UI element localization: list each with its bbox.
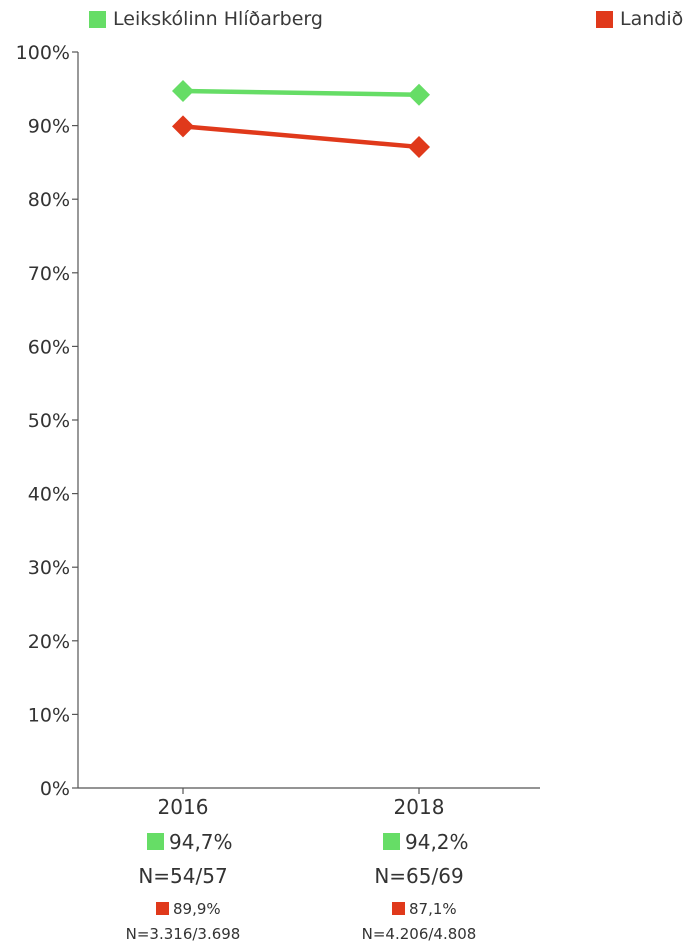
y-tick-label: 0% bbox=[40, 778, 70, 800]
data-label-swatch-school bbox=[383, 833, 400, 850]
legend-item-national: Landið bbox=[596, 8, 683, 30]
legend-item-school: Leikskólinn Hlíðarberg bbox=[89, 8, 323, 30]
legend-swatch-national bbox=[596, 10, 613, 28]
data-label-value-national: 87,1% bbox=[409, 900, 457, 918]
data-label-swatch-national bbox=[392, 902, 405, 915]
y-tick-label: 70% bbox=[28, 263, 70, 285]
data-label-count-school: N=65/69 bbox=[374, 864, 463, 888]
legend-label-national: Landið bbox=[620, 8, 684, 30]
data-label-value-school: 94,2% bbox=[405, 830, 469, 854]
x-tick-label: 2016 bbox=[158, 795, 209, 819]
data-label-count-school: N=54/57 bbox=[138, 864, 227, 888]
data-point-school bbox=[172, 80, 194, 103]
y-tick-label: 60% bbox=[28, 336, 70, 358]
y-tick-label: 30% bbox=[28, 557, 70, 579]
series-line-national bbox=[182, 124, 420, 150]
data-label-swatch-national bbox=[156, 902, 169, 915]
x-tick-label: 2018 bbox=[394, 795, 445, 819]
y-tick-label: 90% bbox=[28, 116, 70, 138]
y-tick-label: 20% bbox=[28, 631, 70, 653]
data-label-swatch-school bbox=[147, 833, 164, 850]
y-tick-label: 50% bbox=[28, 410, 70, 432]
data-point-national bbox=[172, 115, 194, 138]
series-line-school bbox=[182, 88, 420, 97]
legend-swatch-school bbox=[89, 10, 106, 28]
y-tick-label: 100% bbox=[16, 42, 70, 64]
data-label-value-school: 94,7% bbox=[169, 830, 233, 854]
data-label-value-national: 89,9% bbox=[173, 900, 221, 918]
y-tick-label: 40% bbox=[28, 484, 70, 506]
y-tick-label: 10% bbox=[28, 704, 70, 726]
data-label-count-national: N=4.206/4.808 bbox=[362, 925, 477, 943]
data-point-national bbox=[408, 135, 430, 158]
y-tick-label: 80% bbox=[28, 189, 70, 211]
data-label-count-national: N=3.316/3.698 bbox=[126, 925, 241, 943]
data-point-school bbox=[408, 83, 430, 106]
legend-label-school: Leikskólinn Hlíðarberg bbox=[113, 8, 323, 30]
